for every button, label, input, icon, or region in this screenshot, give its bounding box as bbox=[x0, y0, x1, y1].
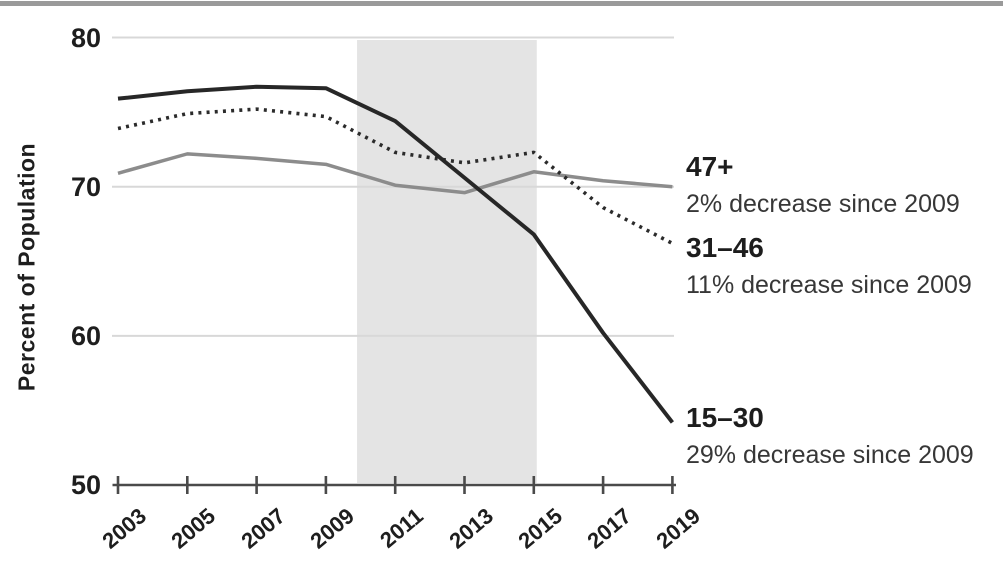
series-label-15-30: 15–30 bbox=[686, 402, 764, 433]
series-note-31-46: 11% decrease since 2009 bbox=[686, 270, 972, 299]
series-annotation-31-46: 31–46 11% decrease since 2009 bbox=[686, 231, 972, 300]
series-note-47plus: 2% decrease since 2009 bbox=[686, 189, 960, 218]
top-divider-rule bbox=[0, 1, 1003, 6]
y-tick-label-70: 70 bbox=[70, 171, 101, 202]
y-tick-label-50: 50 bbox=[70, 470, 101, 501]
series-note-15-30: 29% decrease since 2009 bbox=[686, 440, 974, 469]
series-annotation-15-30: 15–30 29% decrease since 2009 bbox=[686, 401, 974, 470]
series-line-2 bbox=[117, 152, 673, 195]
series-annotation-47plus: 47+ 2% decrease since 2009 bbox=[686, 150, 960, 219]
y-tick-label-60: 60 bbox=[70, 320, 101, 351]
highlight-band-2010-2015 bbox=[357, 40, 537, 483]
y-tick-label-80: 80 bbox=[70, 22, 101, 53]
series-line-1 bbox=[117, 107, 674, 245]
series-line-0 bbox=[117, 84, 674, 424]
series-label-47plus: 47+ bbox=[686, 151, 734, 182]
series-label-31-46: 31–46 bbox=[686, 232, 764, 263]
